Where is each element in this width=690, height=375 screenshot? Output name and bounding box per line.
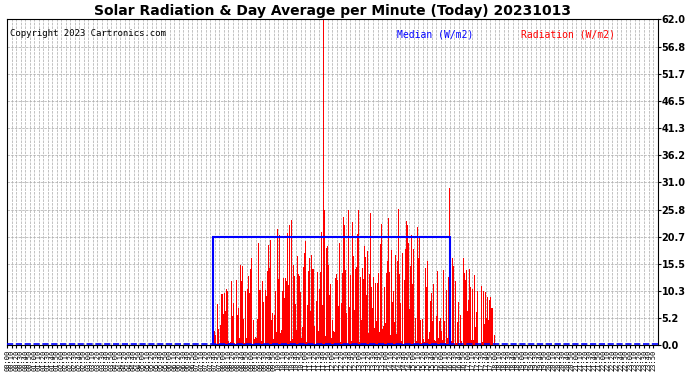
Text: Radiation (W/m2): Radiation (W/m2) [521, 29, 615, 39]
Text: Median (W/m2): Median (W/m2) [397, 29, 474, 39]
Text: Copyright 2023 Cartronics.com: Copyright 2023 Cartronics.com [10, 29, 166, 38]
Bar [213, 237, 450, 345]
Title: Solar Radiation & Day Average per Minute (Today) 20231013: Solar Radiation & Day Average per Minute… [94, 4, 571, 18]
